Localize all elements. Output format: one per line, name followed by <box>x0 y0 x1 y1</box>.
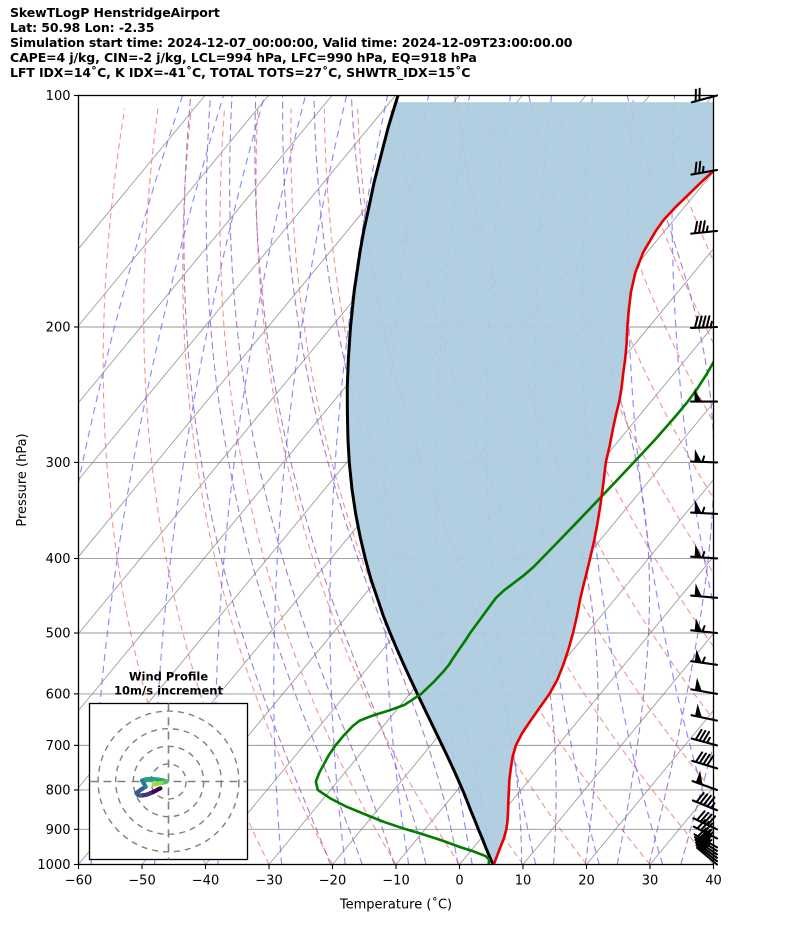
wind-barb <box>689 500 719 515</box>
cape-shaded-area <box>347 102 714 863</box>
y-tick-label: 800 <box>46 783 71 798</box>
wind-barb <box>689 449 719 464</box>
wind-barb <box>692 819 719 840</box>
wind-barb <box>690 703 719 722</box>
wind-barb <box>690 618 719 635</box>
header-latlon: Lat: 50.98 Lon: -2.35 <box>10 20 155 36</box>
x-tick-label: −50 <box>128 874 155 889</box>
wind-barb <box>690 87 719 104</box>
dewpoint-curve <box>314 359 714 865</box>
x-axis-label: Temperature (˚C) <box>339 897 452 913</box>
wind-barb <box>690 677 719 695</box>
temperature-curve <box>492 168 714 865</box>
x-tick-label: −20 <box>319 874 346 889</box>
x-tick-label: −10 <box>382 874 409 889</box>
wind-barb <box>691 791 719 812</box>
x-tick-label: 40 <box>705 874 722 889</box>
y-tick-label: 200 <box>46 320 71 335</box>
inset-title-line2: 10m/s increment <box>114 684 223 698</box>
y-tick-label: 100 <box>46 89 71 104</box>
header-block: SkewTLogP HenstridgeAirport Lat: 50.98 L… <box>10 5 710 80</box>
plot-interior <box>78 95 714 865</box>
wind-barb <box>690 160 719 176</box>
y-tick-label: 500 <box>46 627 71 642</box>
header-title: SkewTLogP HenstridgeAirport <box>10 5 220 20</box>
wind-barb <box>689 315 719 329</box>
x-tick-label: 0 <box>455 874 463 889</box>
y-tick-label: 1000 <box>37 858 70 873</box>
wind-barb <box>693 827 719 849</box>
wind-barb <box>691 770 719 792</box>
wind-barb <box>689 389 719 403</box>
wind-barb-column <box>689 87 719 866</box>
y-tick-label: 900 <box>46 823 71 838</box>
y-tick-label: 600 <box>46 687 71 702</box>
x-tick-label: −40 <box>192 874 219 889</box>
axes: −60 −50 −40 −30 −20 −10 0 10 20 30 40 100 200 300 400 5… <box>15 89 722 913</box>
wind-barb <box>690 649 719 666</box>
x-tick-label: 10 <box>515 874 532 889</box>
inset-title-line1: Wind Profile <box>129 670 209 684</box>
wind-barb <box>690 728 719 747</box>
y-tick-label: 400 <box>46 552 71 567</box>
wind-barb <box>690 544 719 560</box>
y-axis-label: Pressure (hPa) <box>15 433 30 526</box>
y-tick-label: 300 <box>46 456 71 471</box>
header-indices-2: LFT IDX=14˚C, K IDX=-41˚C, TOTAL TOTS=27… <box>10 65 471 81</box>
x-tick-label: −60 <box>65 874 92 889</box>
header-indices-1: CAPE=4 j/kg, CIN=-2 j/kg, LCL=994 hPa, L… <box>10 50 477 66</box>
x-tick-label: 30 <box>642 874 659 889</box>
wind-barb <box>690 220 719 235</box>
x-tick-label: −30 <box>255 874 282 889</box>
wind-barb <box>691 751 719 770</box>
header-times: Simulation start time: 2024-12-07_00:00:… <box>10 35 573 51</box>
hodograph-trace-segment <box>151 782 158 787</box>
x-tick-label: 20 <box>578 874 595 889</box>
parcel-path-curve <box>345 95 496 865</box>
wind-barb <box>690 583 719 599</box>
wind-barb <box>692 810 719 831</box>
y-tick-label: 700 <box>46 739 71 754</box>
